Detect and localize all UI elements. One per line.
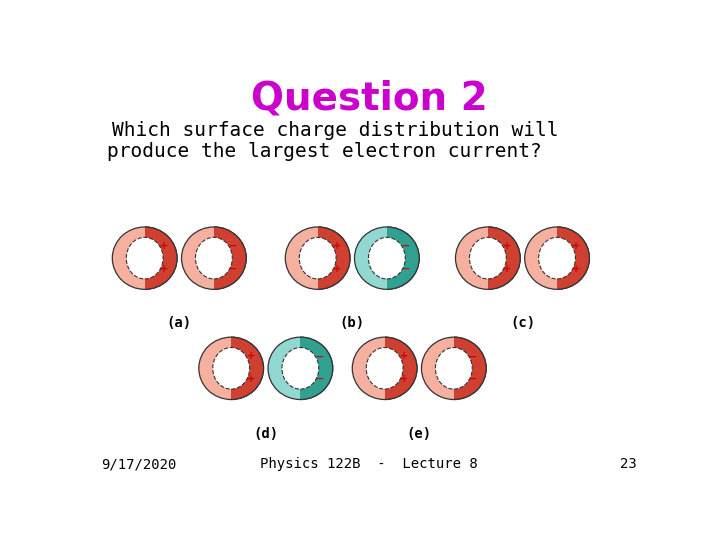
Text: +: + (333, 264, 341, 274)
Ellipse shape (469, 238, 506, 279)
Text: +: + (572, 241, 580, 251)
Ellipse shape (112, 227, 177, 289)
Text: (b): (b) (340, 316, 365, 330)
Text: +: + (246, 374, 255, 384)
Ellipse shape (369, 238, 405, 279)
Ellipse shape (354, 227, 419, 289)
Ellipse shape (539, 238, 575, 279)
Text: +: + (503, 264, 511, 274)
Ellipse shape (285, 227, 350, 289)
Ellipse shape (268, 337, 333, 400)
Text: −: − (316, 374, 324, 384)
Text: −: − (229, 264, 238, 274)
Text: −: − (402, 264, 410, 274)
Ellipse shape (181, 227, 246, 289)
Ellipse shape (366, 348, 403, 389)
Text: Which surface charge distribution will: Which surface charge distribution will (112, 121, 559, 140)
Text: +: + (246, 352, 255, 361)
Ellipse shape (181, 227, 246, 289)
Ellipse shape (525, 227, 590, 289)
Ellipse shape (354, 227, 419, 289)
Ellipse shape (421, 337, 486, 400)
Ellipse shape (525, 227, 590, 289)
Text: −: − (229, 241, 238, 251)
Text: +: + (160, 241, 168, 251)
Text: produce the largest electron current?: produce the largest electron current? (107, 141, 541, 161)
Ellipse shape (421, 337, 486, 400)
Ellipse shape (456, 227, 521, 289)
Text: +: + (572, 264, 580, 274)
Text: +: + (503, 241, 511, 251)
Ellipse shape (352, 337, 417, 400)
Text: Physics 122B  -  Lecture 8: Physics 122B - Lecture 8 (260, 457, 478, 471)
Text: +: + (333, 241, 341, 251)
Ellipse shape (199, 337, 264, 400)
Ellipse shape (285, 227, 350, 289)
Ellipse shape (282, 348, 319, 389)
Ellipse shape (112, 227, 177, 289)
Text: −: − (469, 352, 477, 361)
Text: (d): (d) (253, 427, 279, 441)
Text: 9/17/2020: 9/17/2020 (101, 457, 176, 471)
Ellipse shape (352, 337, 417, 400)
Ellipse shape (268, 337, 333, 400)
Text: −: − (402, 241, 410, 251)
Text: (e): (e) (407, 427, 432, 441)
Text: −: − (469, 374, 477, 384)
Ellipse shape (300, 238, 336, 279)
Text: 23: 23 (620, 457, 637, 471)
Text: +: + (160, 264, 168, 274)
Ellipse shape (456, 227, 521, 289)
Ellipse shape (199, 337, 264, 400)
Ellipse shape (213, 348, 250, 389)
Ellipse shape (195, 238, 233, 279)
Text: +: + (400, 374, 408, 384)
Ellipse shape (436, 348, 472, 389)
Text: +: + (400, 352, 408, 361)
Text: −: − (316, 352, 324, 361)
Text: (c): (c) (510, 316, 535, 330)
Ellipse shape (126, 238, 163, 279)
Text: Question 2: Question 2 (251, 79, 487, 117)
Text: (a): (a) (167, 316, 192, 330)
